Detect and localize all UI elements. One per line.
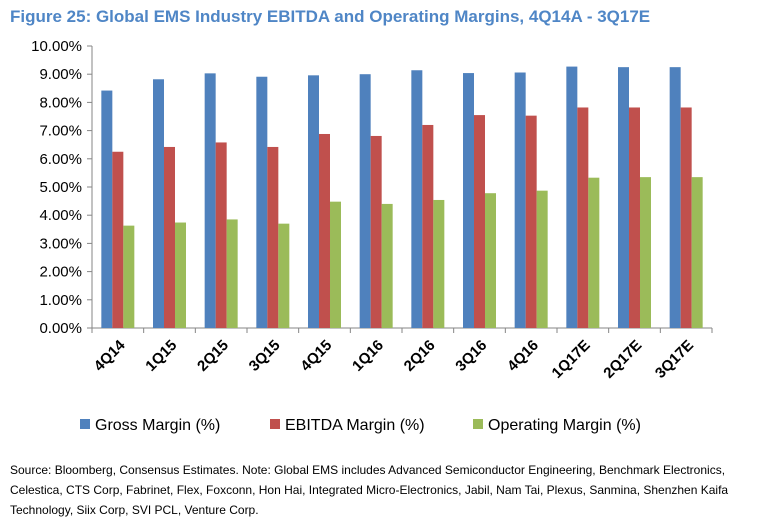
legend-swatch [270, 419, 280, 429]
y-tick-label: 3.00% [39, 235, 82, 252]
source-note: Source: Bloomberg, Consensus Estimates. … [10, 463, 729, 517]
bar [536, 190, 548, 328]
bar [629, 107, 640, 328]
legend-label: Operating Margin (%) [488, 417, 641, 434]
x-tick-label: 2Q16 [401, 337, 439, 375]
bar [433, 199, 445, 328]
bar [330, 201, 341, 328]
y-tick-label: 8.00% [39, 94, 82, 111]
y-tick-label: 1.00% [39, 292, 82, 309]
y-tick-label: 10.00% [31, 38, 82, 55]
bar [164, 146, 175, 328]
bar [566, 66, 578, 328]
bar [588, 177, 600, 328]
bar-chart: 0.00% 1.00% 2.00% 3.00% 4.00% 5.00% 6.00% 7.00%… [31, 38, 713, 434]
y-tick-label: 9.00% [39, 66, 82, 83]
y-tick-label: 7.00% [39, 123, 82, 140]
bar [278, 223, 290, 328]
bar [463, 73, 474, 329]
bar [640, 177, 651, 328]
bar [669, 67, 681, 329]
bar [422, 124, 434, 329]
bar [514, 72, 526, 329]
bar [204, 73, 216, 328]
legend-swatch [80, 419, 90, 429]
x-tick-label: 4Q15 [297, 337, 335, 375]
bar [474, 115, 485, 328]
bar [256, 76, 268, 328]
x-tick-label: 4Q14 [91, 336, 129, 374]
y-tick-label: 4.00% [39, 207, 82, 224]
bar [101, 90, 113, 328]
bar [308, 75, 319, 328]
x-tick-label: 1Q15 [142, 337, 180, 375]
x-tick-label: 3Q16 [452, 337, 490, 375]
x-tick-label: 3Q17E [652, 337, 697, 382]
x-tick-label: 1Q17E [549, 337, 594, 382]
legend-label: EBITDA Margin (%) [285, 417, 425, 434]
bar [267, 146, 279, 328]
bar [215, 142, 227, 328]
bar [691, 177, 703, 328]
bar [153, 79, 164, 328]
y-tick-label: 2.00% [39, 264, 82, 281]
bar [226, 219, 238, 328]
y-tick-label: 5.00% [39, 179, 82, 196]
x-tick-label: 2Q17E [600, 337, 645, 382]
chart-title: Figure 25: Global EMS Industry EBITDA an… [10, 7, 651, 26]
x-tick-label: 4Q16 [504, 337, 542, 375]
bar [525, 115, 537, 329]
x-tick-label: 1Q16 [349, 337, 387, 375]
x-tick-label: 3Q15 [246, 337, 284, 375]
bar [123, 225, 135, 328]
bar [680, 107, 692, 328]
bar [411, 70, 423, 328]
bar [370, 135, 382, 328]
bar [381, 203, 393, 328]
bar [485, 193, 496, 328]
x-tick-label: 2Q15 [194, 337, 232, 375]
bar [175, 222, 186, 328]
bar [112, 151, 124, 328]
bar [577, 107, 589, 328]
legend-label: Gross Margin (%) [95, 417, 220, 434]
bar [359, 74, 371, 328]
y-tick-label: 0.00% [39, 320, 82, 337]
y-tick-label: 6.00% [39, 151, 82, 168]
bar [618, 67, 629, 329]
legend-swatch [473, 419, 483, 429]
bar [319, 133, 330, 328]
